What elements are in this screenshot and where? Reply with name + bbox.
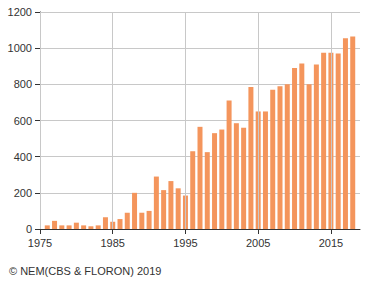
svg-text:200: 200 xyxy=(14,187,32,199)
svg-text:0: 0 xyxy=(26,223,32,235)
svg-text:1200: 1200 xyxy=(8,6,32,18)
svg-text:1975: 1975 xyxy=(28,237,52,249)
svg-text:1995: 1995 xyxy=(173,237,197,249)
svg-text:© NEM(CBS & FLORON) 2019: © NEM(CBS & FLORON) 2019 xyxy=(9,265,161,277)
svg-text:600: 600 xyxy=(14,115,32,127)
svg-text:1985: 1985 xyxy=(100,237,124,249)
svg-text:800: 800 xyxy=(14,78,32,90)
svg-text:2015: 2015 xyxy=(319,237,343,249)
svg-text:1000: 1000 xyxy=(8,42,32,54)
svg-text:400: 400 xyxy=(14,151,32,163)
svg-text:2005: 2005 xyxy=(246,237,270,249)
